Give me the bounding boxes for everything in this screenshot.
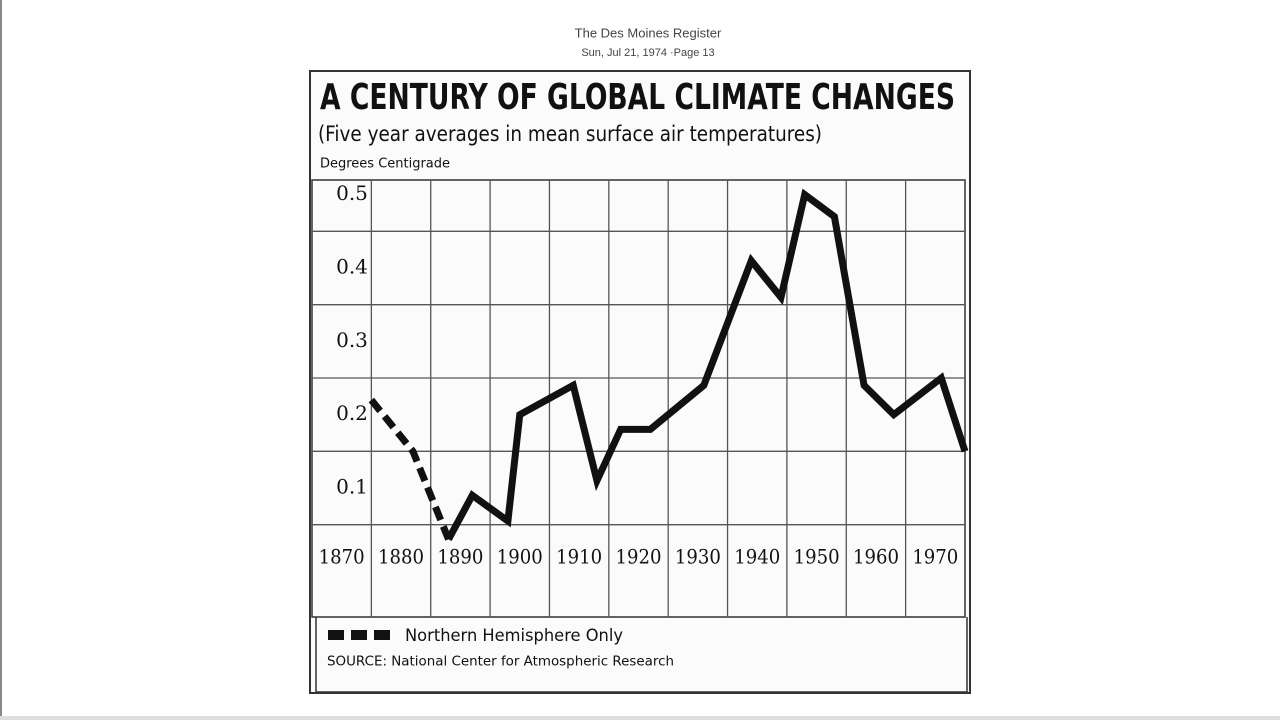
x-tick-label: 1900 bbox=[497, 545, 543, 569]
y-tick-label: 0.2 bbox=[336, 401, 368, 425]
chart-subtitle: (Five year averages in mean surface air … bbox=[318, 122, 822, 146]
x-tick-label: 1910 bbox=[556, 545, 602, 569]
bottom-strip bbox=[0, 716, 1280, 720]
y-axis-label: Degrees Centigrade bbox=[320, 157, 450, 172]
x-tick-label: 1880 bbox=[378, 545, 424, 569]
legend-label: Northern Hemisphere Only bbox=[405, 626, 623, 646]
x-tick-label: 1870 bbox=[319, 545, 365, 569]
x-tick-label: 1960 bbox=[853, 545, 899, 569]
page-date: Sun, Jul 21, 1974 ·Page 13 bbox=[581, 47, 714, 59]
plot-frame bbox=[311, 179, 966, 618]
window-edge bbox=[0, 0, 2, 720]
publication: The Des Moines Register bbox=[575, 25, 722, 40]
y-tick-label: 0.1 bbox=[336, 475, 368, 499]
x-tick-label: 1930 bbox=[675, 545, 721, 569]
chart-title: A CENTURY OF GLOBAL CLIMATE CHANGES bbox=[320, 77, 955, 118]
y-tick-label: 0.3 bbox=[336, 328, 368, 352]
x-tick-label: 1920 bbox=[616, 545, 662, 569]
data-line bbox=[368, 397, 452, 541]
source-note: SOURCE: National Center for Atmospheric … bbox=[327, 655, 674, 670]
y-tick-label: 0.5 bbox=[336, 181, 368, 205]
x-tick-label: 1940 bbox=[734, 545, 780, 569]
data-line bbox=[445, 188, 969, 541]
x-tick-label: 1970 bbox=[912, 545, 958, 569]
x-tick-label: 1890 bbox=[437, 545, 483, 569]
y-tick-label: 0.4 bbox=[336, 255, 368, 279]
x-tick-label: 1950 bbox=[794, 545, 840, 569]
